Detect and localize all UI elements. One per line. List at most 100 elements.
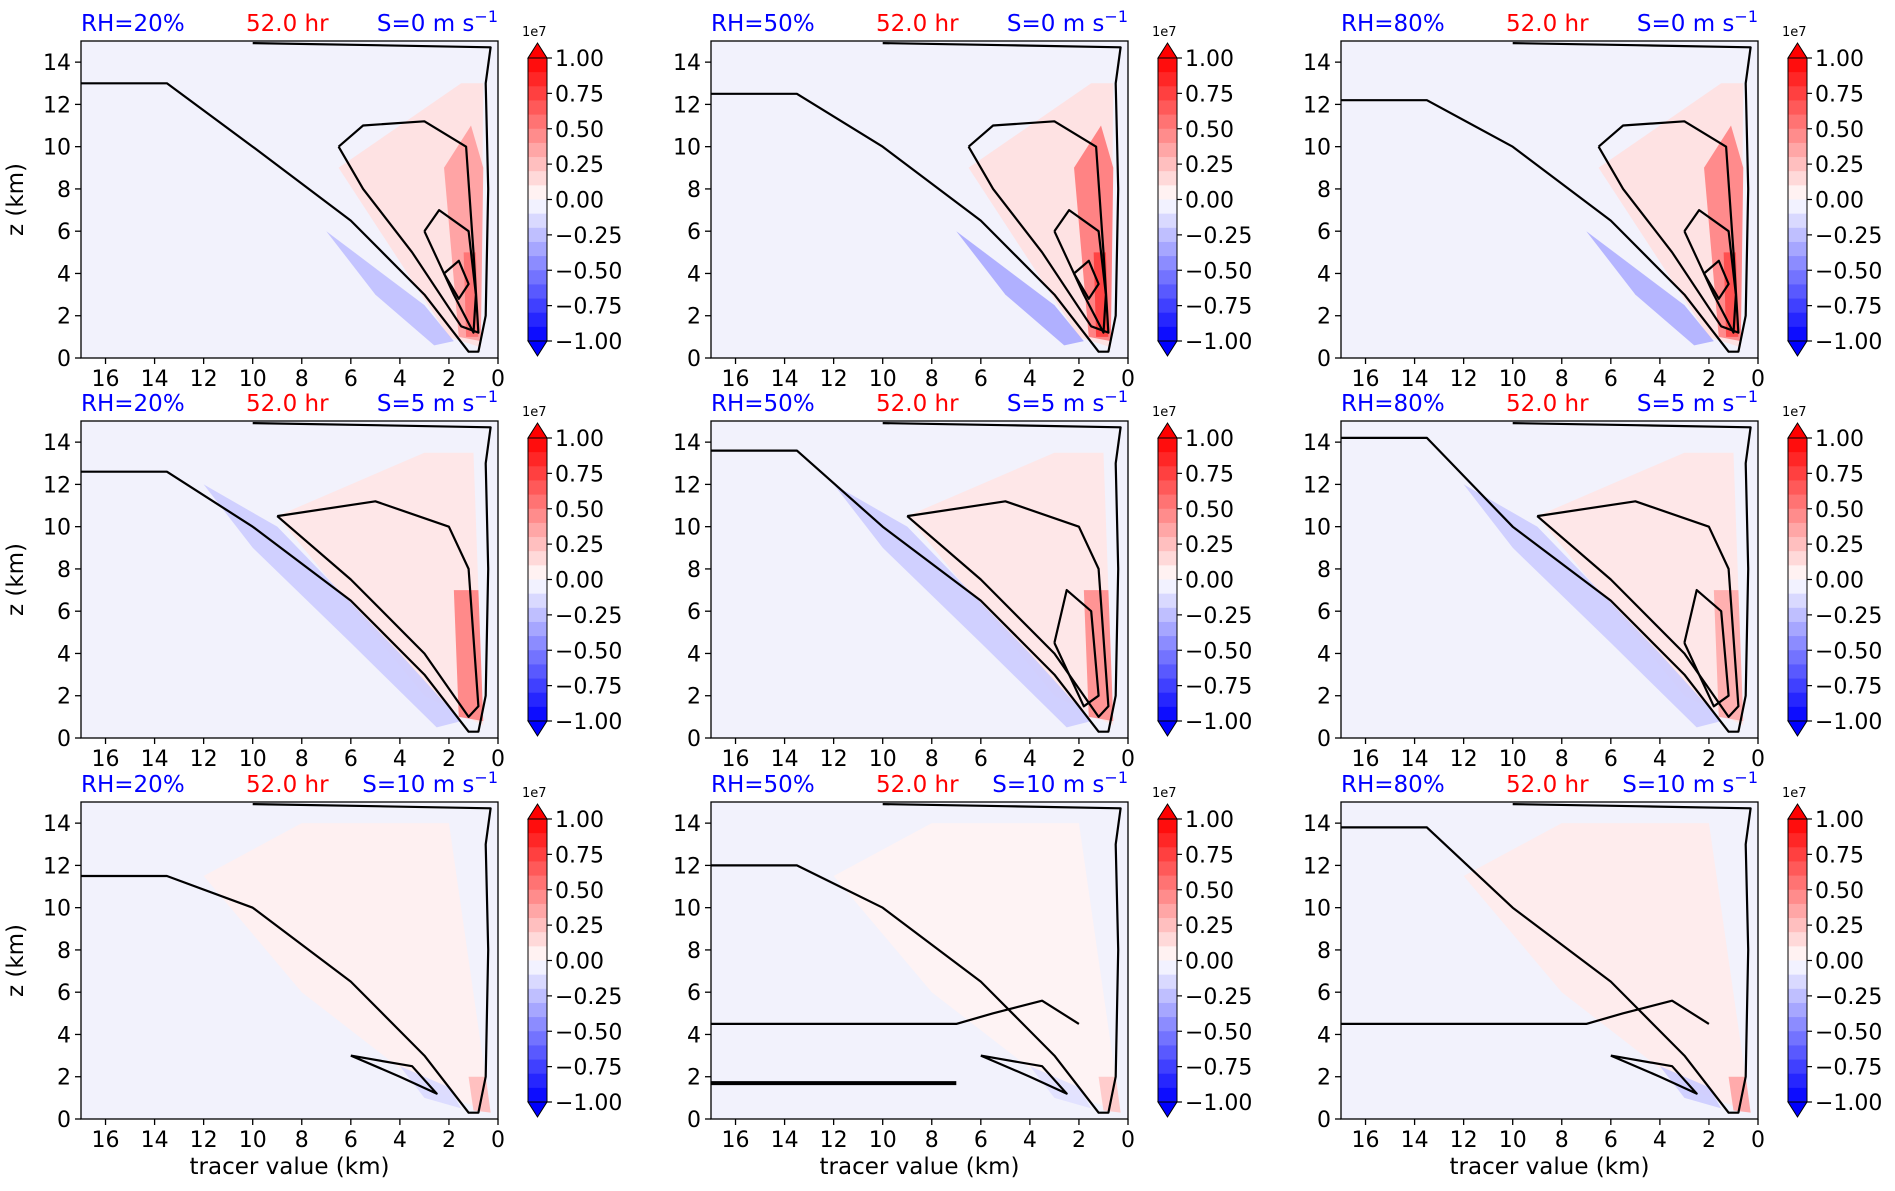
panel-shear-label: S=5 m s−1 xyxy=(377,387,498,417)
y-axis-label: z (km) xyxy=(3,163,29,236)
field-positive-region xyxy=(1463,823,1751,1113)
y-tick-label: 4 xyxy=(57,642,71,667)
colorbar-segment xyxy=(1158,650,1177,665)
colorbar-tick-label: 1.00 xyxy=(555,47,604,72)
contour-inner xyxy=(276,500,480,718)
y-tick-label: 6 xyxy=(57,600,71,625)
y-tick-label: 0 xyxy=(57,1108,71,1133)
y-tick-label: 10 xyxy=(1303,516,1331,541)
shear-unit-exponent: −1 xyxy=(1734,387,1758,406)
colorbar-segment xyxy=(528,58,547,73)
contour-lines xyxy=(81,422,492,733)
panel-time-label: 52.0 hr xyxy=(246,391,329,417)
colorbar-segment xyxy=(1788,157,1807,172)
panel-time-label: 52.0 hr xyxy=(876,772,959,798)
plot-frame xyxy=(1340,40,1759,359)
colorbar-tick-label: −0.75 xyxy=(555,295,622,320)
colorbar-segment xyxy=(1158,551,1177,566)
y-tick-label: 10 xyxy=(43,516,71,541)
y-tick-label: 6 xyxy=(57,220,71,245)
colorbar-segment xyxy=(528,298,547,314)
y-tick-label: 12 xyxy=(673,93,701,118)
colorbar-segment xyxy=(528,241,547,257)
colorbar-segment xyxy=(1788,438,1807,453)
x-tick-label: 4 xyxy=(393,1128,407,1153)
colorbar-segment xyxy=(528,284,547,300)
panel-shear-label: S=10 m s−1 xyxy=(992,768,1128,798)
y-tick-label: 8 xyxy=(1317,939,1331,964)
colorbar-tick-label: 0.50 xyxy=(1815,498,1864,523)
colorbar-tick-label: 0.00 xyxy=(555,950,604,975)
colorbar-segment xyxy=(528,452,547,467)
colorbar-segment xyxy=(1788,1031,1807,1046)
colorbar-segment xyxy=(528,706,547,722)
y-tick-label: 0 xyxy=(1317,727,1331,752)
x-tick-label: 14 xyxy=(771,1128,799,1153)
y-tick-label: 10 xyxy=(43,136,71,161)
y-tick-label: 2 xyxy=(1317,305,1331,330)
y-tick-label: 6 xyxy=(687,600,701,625)
y-axis-label: z (km) xyxy=(3,924,29,997)
panel: 16 14 12 10 8 6 4 2 0 0 2 4 6 8 10 12 14 RH=50% 52.0 hr S=0… xyxy=(673,7,1252,392)
y-tick-label: 0 xyxy=(687,727,701,752)
colorbar-segment xyxy=(1788,875,1807,891)
colorbar-segment xyxy=(528,678,547,694)
y-tick-label: 8 xyxy=(57,939,71,964)
colorbar-extend-min xyxy=(527,340,548,357)
colorbar-tick-label: 0.00 xyxy=(1185,189,1234,214)
colorbar-segment xyxy=(1788,1002,1807,1018)
colorbar-segment xyxy=(1788,142,1807,158)
colorbar-tick-label: 0.00 xyxy=(1185,950,1234,975)
colorbar-segment xyxy=(1788,100,1807,116)
colorbar-tick-label: 0.75 xyxy=(555,462,604,487)
colorbar-segment xyxy=(528,1002,547,1018)
panel-time-label: 52.0 hr xyxy=(876,391,959,417)
colorbar-segment xyxy=(1788,664,1807,680)
contour-outer xyxy=(711,803,1122,1114)
x-tick-label: 12 xyxy=(820,747,848,772)
colorbar-segment xyxy=(528,889,547,905)
colorbar-extend-max xyxy=(527,42,548,59)
colorbar-extend-min xyxy=(1157,720,1178,737)
colorbar-segment xyxy=(1158,114,1177,130)
colorbar-multiplier: 1e7 xyxy=(522,786,547,801)
plot-frame xyxy=(80,40,499,359)
colorbar-segment xyxy=(1158,847,1177,863)
x-tick-label: 2 xyxy=(1072,367,1086,392)
colorbar-segment xyxy=(1158,932,1177,947)
colorbar-tick-label: −0.50 xyxy=(1185,259,1252,284)
colorbar-tick-label: 0.25 xyxy=(1185,153,1234,178)
colorbar: 1.00 0.75 0.50 0.25 0.00 −0.25 −0.50 −0.75 −1.00… xyxy=(522,25,622,357)
colorbar-segment xyxy=(1158,284,1177,300)
panel: 16 14 12 10 8 6 4 2 0 0 2 4 6 8 10 12 14 RH=20% 52.0 hr S=0… xyxy=(3,7,622,392)
x-tick-label: 14 xyxy=(1401,1128,1429,1153)
y-tick-label: 6 xyxy=(1317,600,1331,625)
colorbar-extend-min xyxy=(1787,1101,1808,1118)
y-tick-label: 14 xyxy=(673,51,701,76)
colorbar-segment xyxy=(528,157,547,172)
colorbar-segment xyxy=(1158,875,1177,891)
x-tick-label: 0 xyxy=(1121,1128,1135,1153)
colorbar-segment xyxy=(1158,918,1177,933)
colorbar-segment xyxy=(528,171,547,186)
colorbar-segment xyxy=(1788,256,1807,271)
panel-shear-label: S=0 m s−1 xyxy=(1637,7,1758,37)
colorbar-segment xyxy=(528,508,547,524)
contour-outer xyxy=(81,42,492,353)
y-tick-label: 14 xyxy=(43,812,71,837)
x-tick-label: 10 xyxy=(1499,1128,1527,1153)
colorbar-segment xyxy=(528,86,547,102)
colorbar-segment xyxy=(1788,1017,1807,1032)
colorbar-tick-label: 0.75 xyxy=(1185,82,1234,107)
colorbar-segment xyxy=(528,650,547,665)
colorbar-segment xyxy=(1158,988,1177,1004)
colorbar-segment xyxy=(1158,508,1177,524)
colorbar-segment xyxy=(528,480,547,496)
colorbar-segment xyxy=(1158,58,1177,73)
colorbar-segment xyxy=(528,833,547,848)
field-core-region xyxy=(453,590,484,722)
x-tick-label: 12 xyxy=(1450,1128,1478,1153)
colorbar-extend-min xyxy=(527,1101,548,1118)
colorbar-extend-max xyxy=(1157,422,1178,439)
